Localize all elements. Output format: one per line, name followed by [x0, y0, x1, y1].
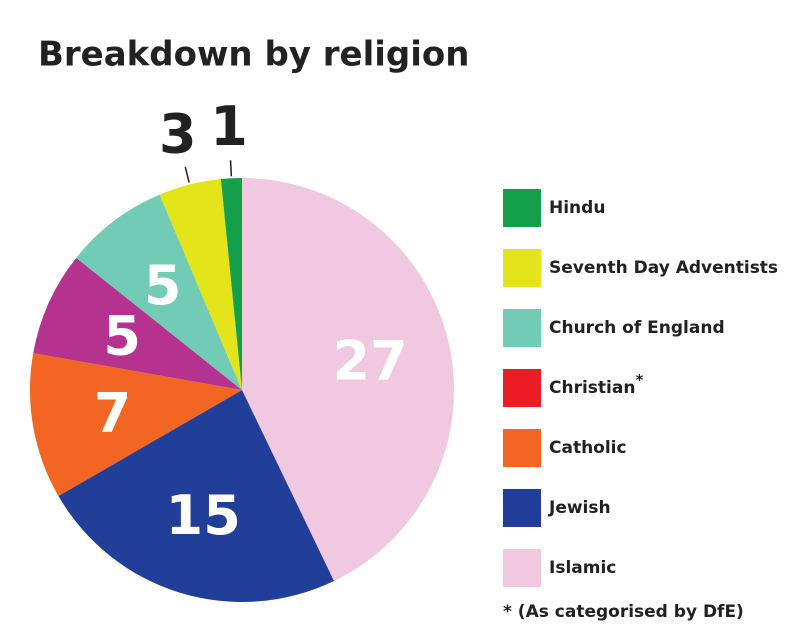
data-label: 27: [333, 329, 408, 392]
data-label: 5: [144, 254, 182, 317]
pie-slice: [159, 179, 242, 390]
legend-label: Seventh Day Adventists: [549, 258, 778, 278]
legend-text: Jewish: [548, 498, 611, 518]
legend-text: Christian: [549, 378, 635, 398]
legend-swatch: [503, 189, 541, 227]
legend-text: Hindu: [549, 198, 605, 218]
legend-swatch: [503, 369, 541, 407]
pie-slice: [33, 257, 242, 390]
data-label: 15: [166, 484, 241, 547]
chart-title: Breakdown by religion: [38, 35, 469, 75]
pie-slice: [58, 390, 334, 603]
legend-label: Jewish: [548, 498, 611, 518]
legend-label: Hindu: [549, 198, 605, 218]
pie-slice: [76, 194, 242, 390]
legend-swatch: [503, 549, 541, 587]
data-label: 1: [210, 95, 248, 158]
footnote: * (As categorised by DfE): [503, 602, 744, 622]
legend-swatch: [503, 249, 541, 287]
leader-line: [184, 166, 190, 183]
legend-text: Seventh Day Adventists: [549, 258, 778, 278]
legend-text: Islamic: [549, 558, 616, 578]
legend-label: Christian*: [549, 371, 643, 399]
leader-line: [229, 160, 233, 177]
legend-text: Catholic: [549, 438, 627, 458]
legend-text: Church of England: [549, 318, 725, 338]
data-label: 3: [159, 103, 197, 166]
pie-slice: [242, 178, 454, 582]
legend-label: Catholic: [549, 438, 627, 458]
data-label: 5: [103, 305, 141, 368]
data-label: 7: [94, 381, 132, 444]
legend-swatch: [503, 309, 541, 347]
legend-label: Islamic: [549, 558, 616, 578]
footnote-marker: *: [635, 371, 643, 389]
pie-slice: [29, 353, 243, 496]
legend-swatch: [503, 489, 541, 527]
pie-slice: [220, 178, 242, 390]
legend-label: Church of England: [549, 318, 725, 338]
legend-swatch: [503, 429, 541, 467]
